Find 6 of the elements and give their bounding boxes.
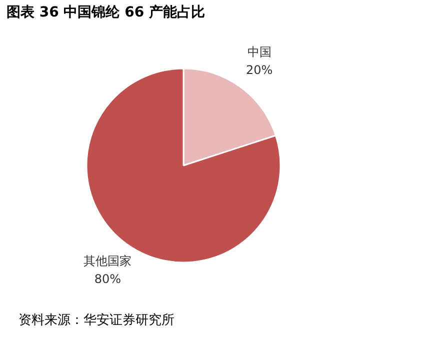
chart-title: 图表 36 中国锦纶 66 产能占比 (6, 4, 205, 20)
slice-label: 中国 (247, 45, 272, 60)
data-label: 80% (94, 272, 122, 286)
slice-label: 其他国家 (84, 254, 132, 268)
text: 资料来源：华安证券研究所 (18, 312, 174, 328)
data-label: 20% (246, 63, 273, 78)
